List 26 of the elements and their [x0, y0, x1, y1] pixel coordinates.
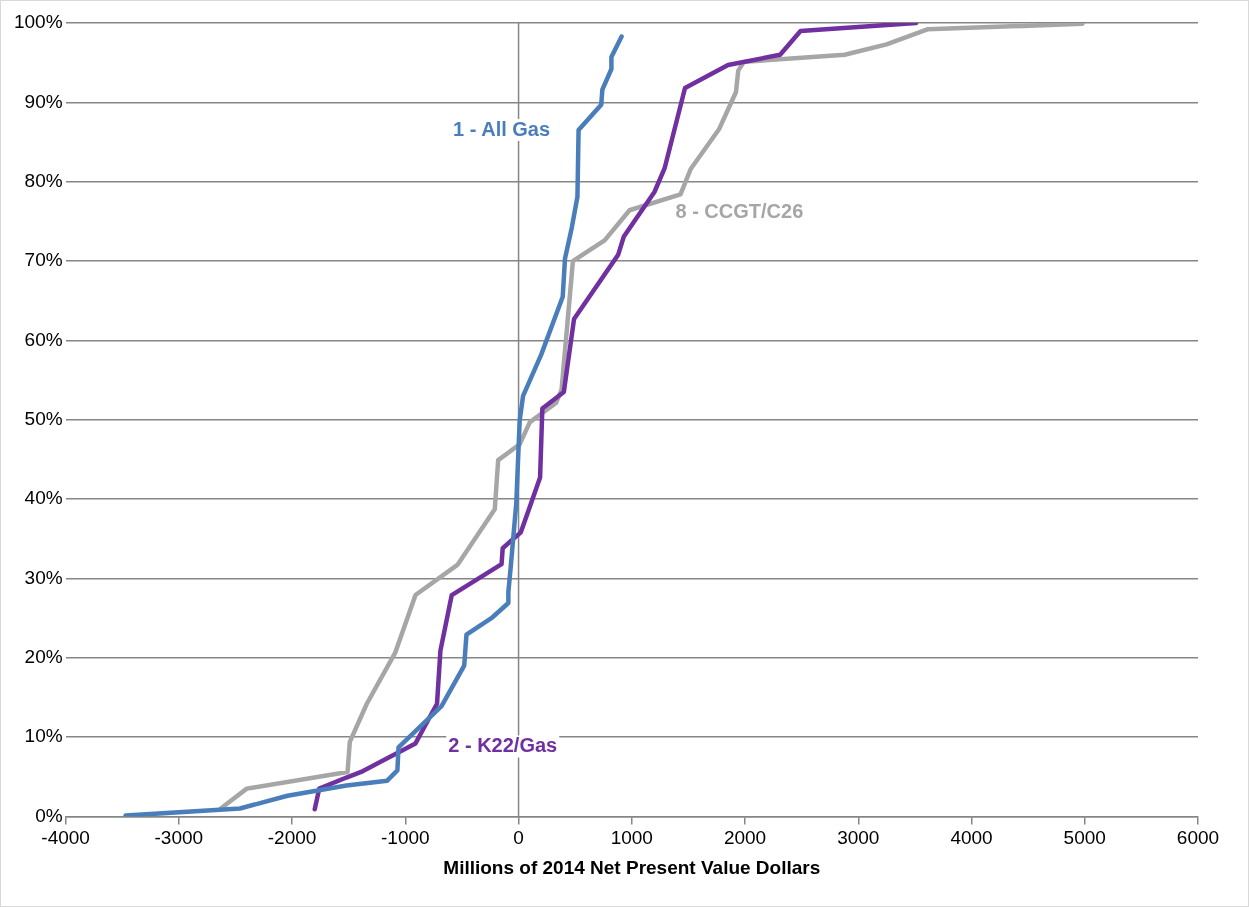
annotation: 1 - All Gas [453, 117, 551, 140]
y-tick-label: 100% [13, 11, 63, 33]
y-tick-label: 40% [24, 487, 63, 509]
x-tick-label: 0 [513, 827, 524, 849]
y-tick-label: 10% [24, 725, 63, 747]
y-tick-label: 90% [24, 90, 63, 112]
x-tick-label: 3000 [837, 827, 880, 849]
annotation: 2 - K22/Gas [448, 734, 558, 757]
x-tick-label: 4000 [950, 827, 993, 849]
x-tick-label: -3000 [154, 827, 204, 849]
y-tick-label: 30% [24, 566, 63, 588]
x-tick-label: 1000 [610, 827, 653, 849]
x-tick-label: 6000 [1176, 827, 1220, 849]
y-tick-label: 50% [24, 407, 63, 429]
y-tick-label: 20% [24, 645, 63, 667]
y-tick-label: 60% [24, 328, 63, 350]
y-tick-label: 70% [24, 249, 63, 271]
x-tick-label: -2000 [267, 827, 317, 849]
y-tick-label: 80% [24, 169, 63, 191]
x-tick-label: -4000 [41, 827, 90, 849]
annotation: 8 - CCGT/C26 [675, 200, 804, 223]
x-tick-label: 5000 [1063, 827, 1106, 849]
x-tick-label: 2000 [723, 827, 767, 849]
x-axis-title: Millions of 2014 Net Present Value Dollars [443, 856, 821, 878]
y-tick-label: 0% [35, 804, 63, 826]
x-tick-label: -1000 [381, 827, 430, 849]
